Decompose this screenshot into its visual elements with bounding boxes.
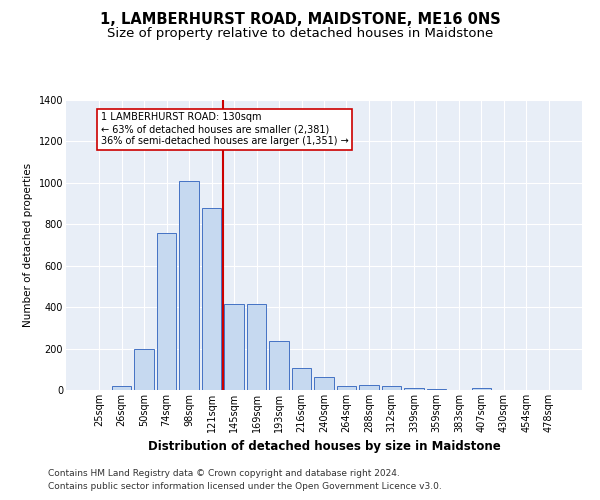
Text: Contains public sector information licensed under the Open Government Licence v3: Contains public sector information licen… xyxy=(48,482,442,491)
Bar xyxy=(247,304,266,390)
Text: Contains HM Land Registry data © Crown copyright and database right 2024.: Contains HM Land Registry data © Crown c… xyxy=(48,468,400,477)
Bar xyxy=(224,304,244,390)
Bar xyxy=(382,386,401,390)
Bar xyxy=(157,232,176,390)
Bar xyxy=(427,389,446,390)
Text: Size of property relative to detached houses in Maidstone: Size of property relative to detached ho… xyxy=(107,28,493,40)
Bar xyxy=(314,376,334,390)
X-axis label: Distribution of detached houses by size in Maidstone: Distribution of detached houses by size … xyxy=(148,440,500,454)
Bar xyxy=(337,386,356,390)
Bar xyxy=(179,181,199,390)
Bar xyxy=(134,348,154,390)
Text: 1, LAMBERHURST ROAD, MAIDSTONE, ME16 0NS: 1, LAMBERHURST ROAD, MAIDSTONE, ME16 0NS xyxy=(100,12,500,28)
Bar xyxy=(404,388,424,390)
Bar xyxy=(269,342,289,390)
Bar xyxy=(112,386,131,390)
Y-axis label: Number of detached properties: Number of detached properties xyxy=(23,163,33,327)
Bar xyxy=(202,208,221,390)
Bar xyxy=(292,368,311,390)
Text: 1 LAMBERHURST ROAD: 130sqm
← 63% of detached houses are smaller (2,381)
36% of s: 1 LAMBERHURST ROAD: 130sqm ← 63% of deta… xyxy=(101,112,349,146)
Bar xyxy=(472,388,491,390)
Bar xyxy=(359,385,379,390)
